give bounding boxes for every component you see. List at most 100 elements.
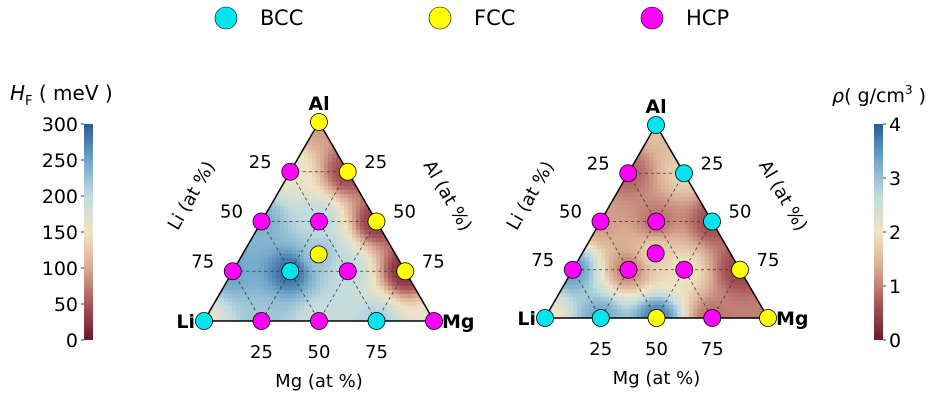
grid-line <box>627 173 713 319</box>
legend-label-hcp: HCP <box>686 6 729 30</box>
colorbar-hf-label-sub: F <box>25 94 32 109</box>
colorbar-hf-ticks: 300 250 200 150 100 50 0 <box>42 114 84 352</box>
axis-label-left: Li (at %) <box>503 158 559 234</box>
phase-point-hcp <box>310 212 328 231</box>
colorbar-hf-label: HF ( meV ) <box>10 81 113 109</box>
phase-point-fcc <box>310 113 328 131</box>
phase-point-bcc <box>703 212 721 231</box>
tick-label-right: 50 <box>729 202 752 223</box>
legend-marker-hcp <box>640 6 664 30</box>
phase-point-bcc <box>591 309 610 327</box>
colorbar-tick-label: 1 <box>889 276 901 298</box>
colorbar-rho-label-sup: 3 <box>905 83 913 97</box>
grid-line <box>261 171 349 322</box>
axis-label-left: Li (at %) <box>164 158 220 234</box>
phase-point-hcp <box>703 309 722 327</box>
colorbar-tick-label: 250 <box>42 150 78 172</box>
phase-point-bcc <box>367 312 386 330</box>
colorbar-rho: ρ( g/cm3 ) 4 3 2 1 0 <box>832 83 926 352</box>
phase-point-bcc <box>281 262 300 281</box>
colorbar-tick-label: 100 <box>42 258 78 280</box>
ternary-plot-formation-energy: Al Li Mg 25 75 25 50 50 50 75 25 75 Li (at %) Al (at … <box>164 93 476 392</box>
ternary-grid <box>232 171 406 322</box>
tick-label-right: 50 <box>393 202 416 223</box>
phase-point-fcc <box>367 212 386 231</box>
vertex-label-top: Al <box>645 96 666 118</box>
colorbar-hf-bar <box>84 124 93 340</box>
legend-item-hcp: HCP <box>640 6 729 30</box>
phase-point-hcp <box>647 212 666 231</box>
phase-points <box>195 113 443 330</box>
colorbar-tick-label: 2 <box>889 222 901 244</box>
colorbar-hf: HF ( meV ) 300 250 200 150 100 50 0 <box>10 81 113 352</box>
tick-label-left: 25 <box>587 153 610 174</box>
colorbar-hf-label-main: H <box>10 81 25 105</box>
legend-label-fcc: FCC <box>474 6 515 30</box>
tick-label-left: 75 <box>191 251 214 272</box>
phase-point-hcp <box>223 262 242 281</box>
phase-point-hcp <box>675 260 694 279</box>
axis-label-right: Al (at %) <box>419 157 476 235</box>
phase-point-hcp <box>591 212 610 231</box>
phase-point-fcc <box>731 260 749 279</box>
grid-line <box>289 171 377 322</box>
colorbar-hf-label-rest: ( meV ) <box>33 81 113 105</box>
colorbar-rho-ticks: 4 3 2 1 0 <box>883 114 901 352</box>
colorbar-tick-label: 0 <box>889 330 901 352</box>
phase-point-bcc <box>675 164 693 183</box>
tick-label-right: 75 <box>422 251 445 272</box>
phase-point-fcc <box>309 245 328 264</box>
tick-label-left: 50 <box>220 202 243 223</box>
colorbar-rho-label: ρ( g/cm3 ) <box>832 83 926 107</box>
phase-point-bcc <box>195 312 213 330</box>
colorbar-tick-label: 50 <box>54 294 78 316</box>
legend: BCC FCC HCP <box>214 6 729 30</box>
tick-label-bottom: 25 <box>250 342 273 363</box>
colorbar-tick-label: 150 <box>42 222 78 244</box>
colorbar-tick-label: 3 <box>889 168 901 190</box>
phase-point-hcp <box>563 260 582 279</box>
phase-point-bcc <box>536 309 554 327</box>
phase-point-hcp <box>619 260 638 279</box>
tick-label-bottom: 50 <box>308 342 331 363</box>
legend-marker-fcc <box>428 6 452 30</box>
phase-point-hcp <box>425 312 443 330</box>
phase-point-fcc <box>647 309 666 327</box>
colorbar-rho-label-rest: ( g/cm <box>844 85 905 107</box>
colorbar-tick-label: 300 <box>42 114 78 136</box>
axis-label-bottom: Mg (at %) <box>613 368 701 389</box>
phase-point-hcp <box>281 162 300 181</box>
colorbar-rho-label-end: ) <box>913 85 926 107</box>
phase-point-fcc <box>759 309 777 327</box>
vertex-label-left: Li <box>517 308 536 330</box>
tick-label-bottom: 75 <box>701 339 724 360</box>
legend-item-fcc: FCC <box>428 6 515 30</box>
tick-label-right: 25 <box>364 152 387 173</box>
phase-point-fcc <box>338 162 357 181</box>
grid-line <box>600 173 685 319</box>
colorbar-tick-label: 4 <box>889 114 901 136</box>
phase-points <box>536 116 777 327</box>
tick-label-left: 50 <box>559 202 582 223</box>
colorbar-tick-label: 200 <box>42 186 78 208</box>
grid-line <box>261 221 320 322</box>
colorbar-tick-label: 0 <box>66 330 78 352</box>
legend-label-bcc: BCC <box>260 6 303 30</box>
phase-point-hcp <box>252 312 271 330</box>
tick-label-left: 75 <box>531 250 554 271</box>
phase-point-hcp <box>646 244 665 263</box>
phase-point-hcp <box>252 212 271 231</box>
tick-label-bottom: 75 <box>365 342 388 363</box>
tick-label-bottom: 25 <box>589 339 612 360</box>
colorbar-rho-bar <box>874 124 883 340</box>
tick-label-left: 25 <box>249 152 272 173</box>
ternary-plot-density: Al Li Mg 25 75 25 50 50 50 75 25 75 Li (at %) Al (at … <box>503 96 812 389</box>
vertex-label-top: Al <box>308 93 329 115</box>
axis-label-bottom: Mg (at %) <box>275 371 363 392</box>
vertex-label-right: Mg <box>776 308 809 330</box>
phase-point-bcc <box>647 116 665 134</box>
phase-point-hcp <box>338 262 357 281</box>
vertex-label-left: Li <box>176 311 195 333</box>
phase-point-hcp <box>310 312 328 330</box>
